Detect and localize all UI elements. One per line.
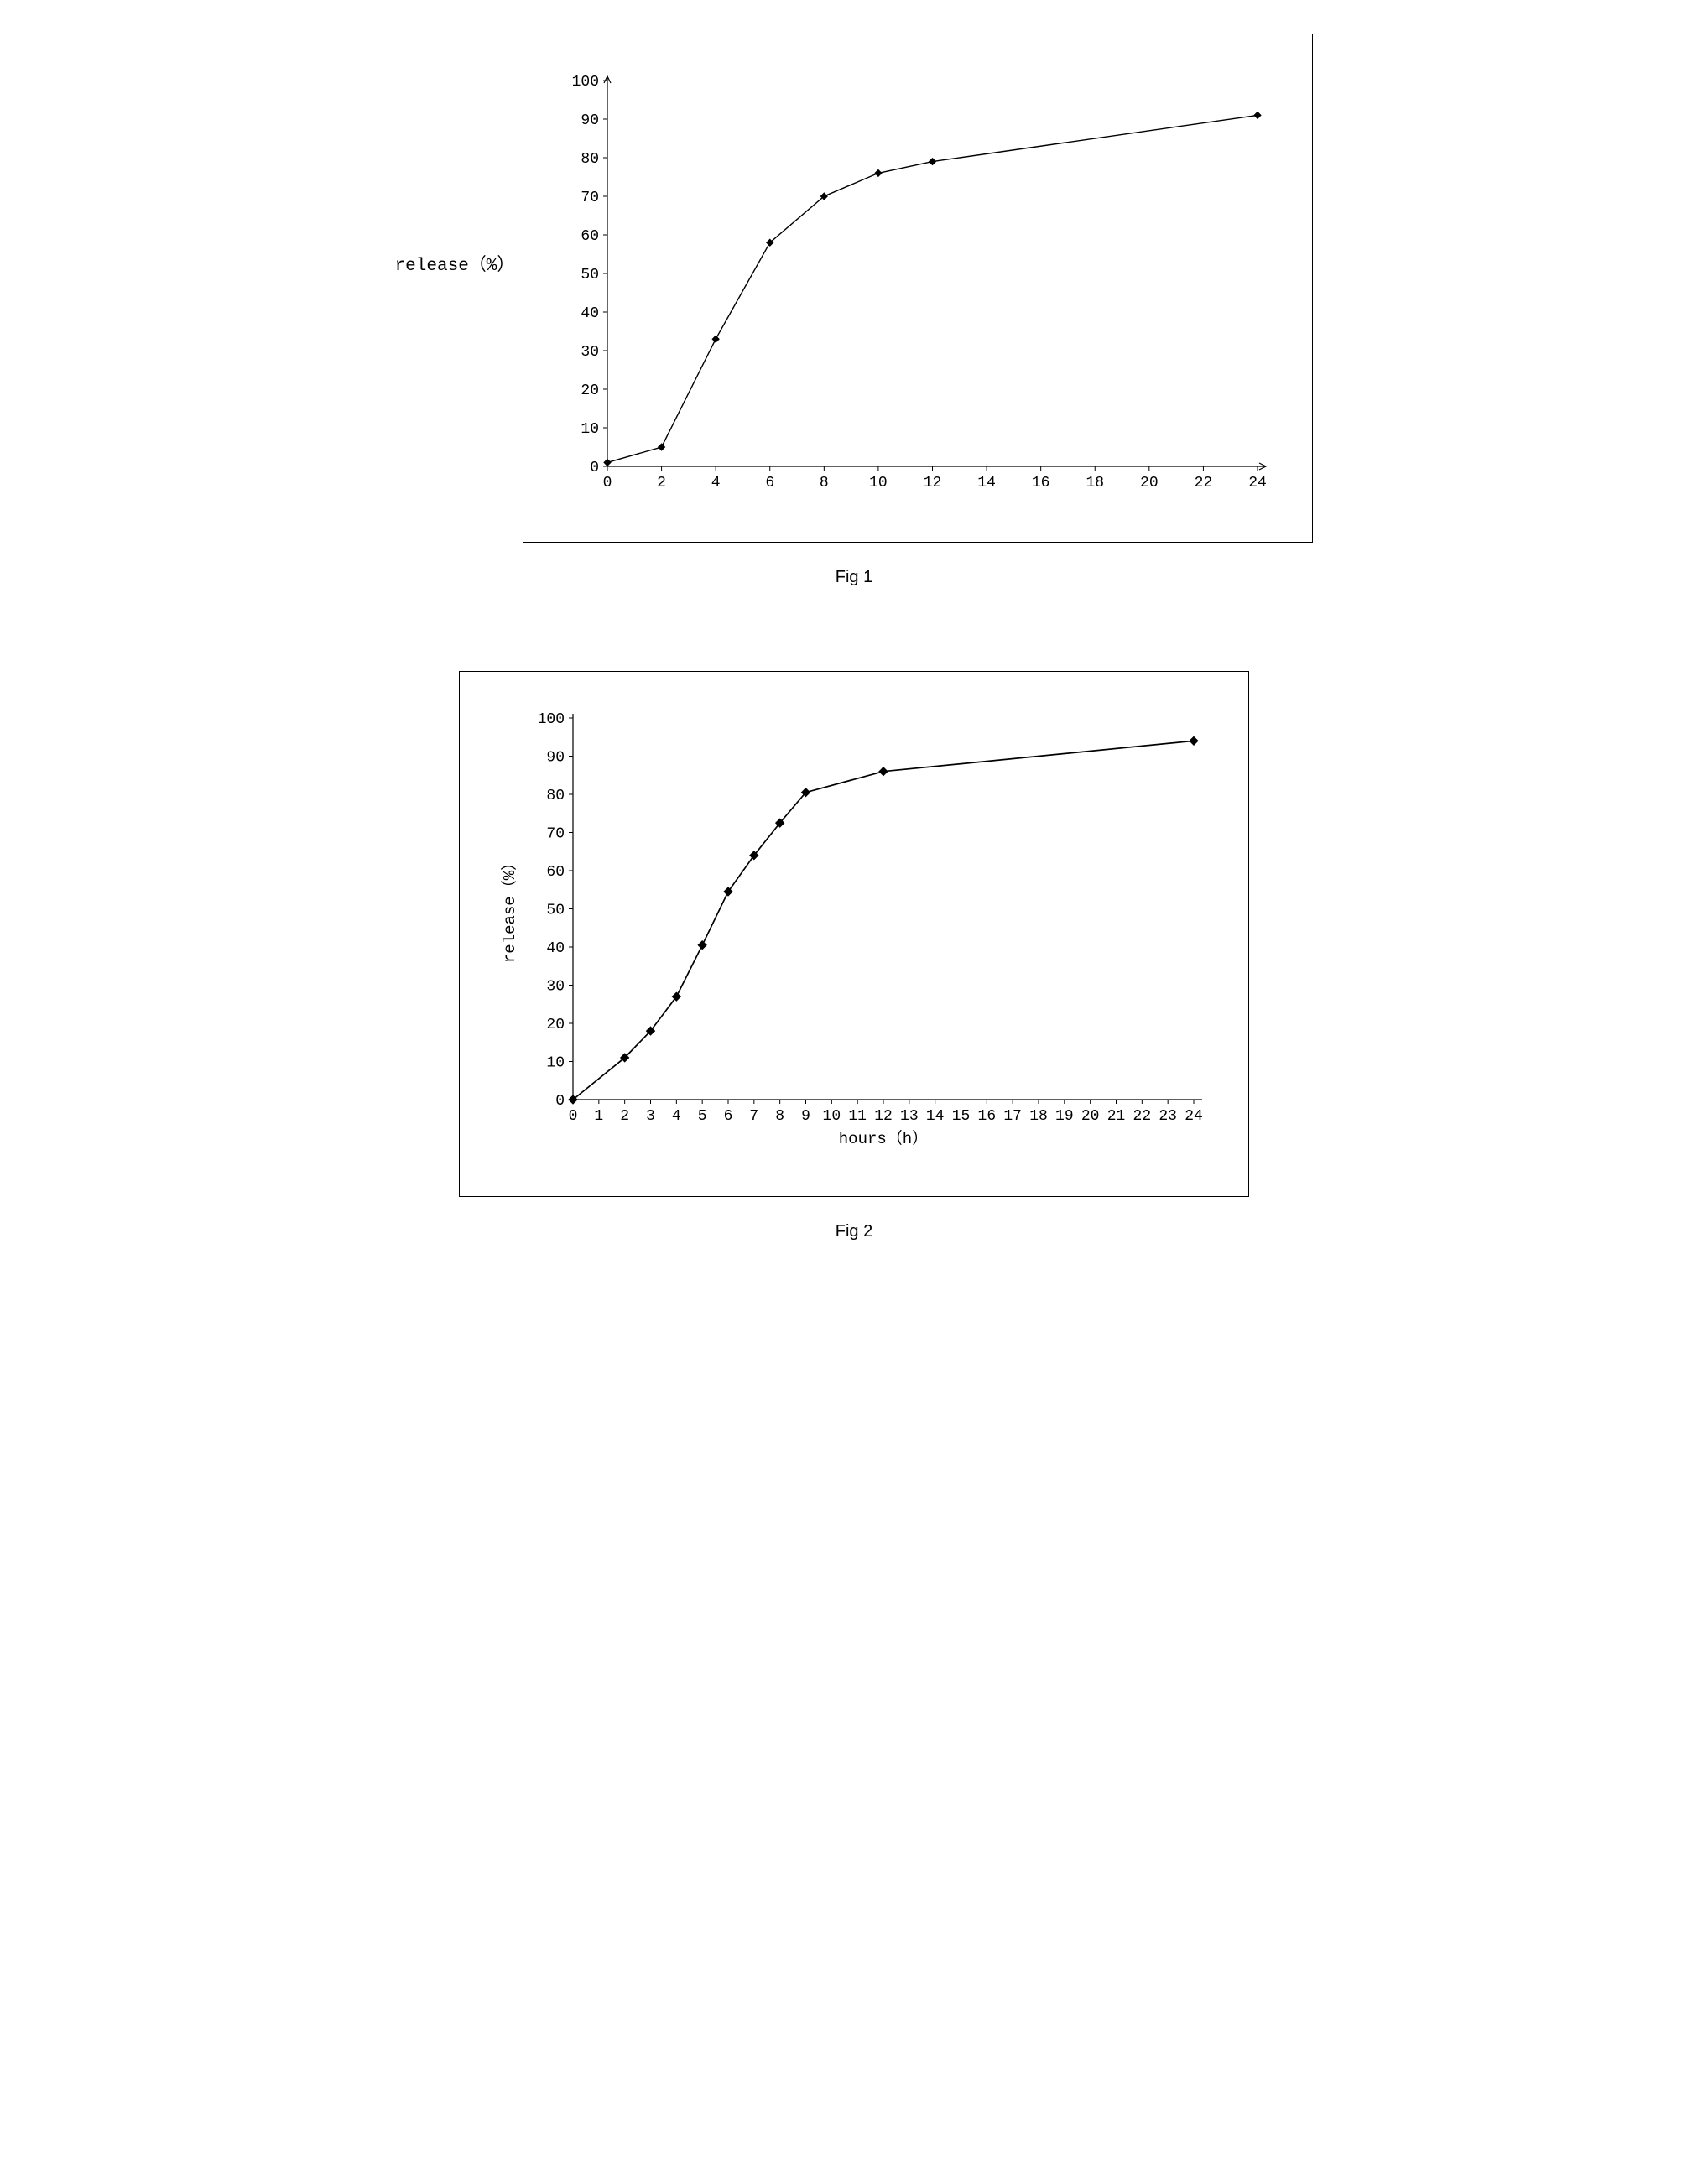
svg-text:12: 12 [874,1108,893,1125]
svg-text:6: 6 [724,1108,733,1125]
svg-text:0: 0 [603,475,612,492]
svg-text:10: 10 [581,421,600,438]
fig2-caption: Fig 2 [836,1222,872,1241]
figure-2: 0102030405060708090100012345678910111213… [34,671,1674,1241]
svg-text:12: 12 [924,475,942,492]
svg-text:9: 9 [801,1108,810,1125]
svg-text:10: 10 [870,475,888,492]
svg-text:50: 50 [581,267,600,284]
svg-text:3: 3 [646,1108,655,1125]
figure-1-row: release（%） 01020304050607080901000246810… [395,34,1314,543]
svg-text:24: 24 [1185,1108,1203,1125]
svg-text:60: 60 [546,864,565,881]
svg-text:1: 1 [594,1108,603,1125]
svg-text:15: 15 [952,1108,971,1125]
svg-text:8: 8 [820,475,829,492]
svg-text:40: 40 [581,305,600,322]
svg-text:80: 80 [546,788,565,804]
svg-text:60: 60 [581,228,600,245]
svg-text:0: 0 [591,460,600,476]
svg-text:4: 4 [711,475,721,492]
svg-text:4: 4 [672,1108,681,1125]
svg-text:10: 10 [546,1055,565,1072]
svg-text:17: 17 [1003,1108,1022,1125]
svg-text:5: 5 [698,1108,707,1125]
fig1-chart-box: 0102030405060708090100024681012141618202… [523,34,1313,543]
svg-text:50: 50 [546,903,565,919]
svg-text:6: 6 [766,475,775,492]
svg-text:90: 90 [546,750,565,767]
svg-text:7: 7 [749,1108,758,1125]
svg-text:80: 80 [581,151,600,168]
svg-text:8: 8 [775,1108,784,1125]
svg-text:11: 11 [848,1108,867,1125]
svg-text:40: 40 [546,940,565,957]
fig1-caption: Fig 1 [836,568,872,587]
svg-text:18: 18 [1029,1108,1048,1125]
fig2-chart-svg: 0102030405060708090100012345678910111213… [481,697,1219,1167]
svg-text:70: 70 [581,190,600,206]
svg-text:0: 0 [569,1108,578,1125]
svg-text:14: 14 [926,1108,945,1125]
svg-text:22: 22 [1195,475,1213,492]
svg-text:hours（h）: hours（h） [839,1129,928,1148]
svg-text:13: 13 [900,1108,919,1125]
svg-text:20: 20 [581,382,600,399]
figure-1: release（%） 01020304050607080901000246810… [34,34,1674,587]
svg-text:30: 30 [546,979,565,996]
svg-text:90: 90 [581,112,600,129]
svg-text:23: 23 [1159,1108,1177,1125]
svg-text:2: 2 [658,475,667,492]
svg-text:100: 100 [538,711,565,728]
svg-text:20: 20 [546,1017,565,1033]
svg-text:0: 0 [555,1093,565,1110]
svg-text:19: 19 [1055,1108,1074,1125]
svg-text:16: 16 [978,1108,997,1125]
figure-2-row: 0102030405060708090100012345678910111213… [459,671,1249,1197]
svg-text:24: 24 [1249,475,1268,492]
svg-text:22: 22 [1133,1108,1152,1125]
svg-text:20: 20 [1140,475,1159,492]
svg-text:2: 2 [620,1108,629,1125]
svg-text:20: 20 [1081,1108,1100,1125]
svg-text:21: 21 [1107,1108,1126,1125]
svg-text:18: 18 [1086,475,1105,492]
fig1-ylabel-external: release（%） [395,251,515,276]
svg-text:30: 30 [581,344,600,361]
svg-text:10: 10 [823,1108,841,1125]
svg-text:release（%）: release（%） [500,855,519,963]
svg-text:14: 14 [978,475,997,492]
fig1-chart-svg: 0102030405060708090100024681012141618202… [544,60,1283,512]
svg-text:100: 100 [572,74,599,91]
fig2-chart-box: 0102030405060708090100012345678910111213… [459,671,1249,1197]
svg-text:70: 70 [546,826,565,843]
svg-text:16: 16 [1032,475,1050,492]
